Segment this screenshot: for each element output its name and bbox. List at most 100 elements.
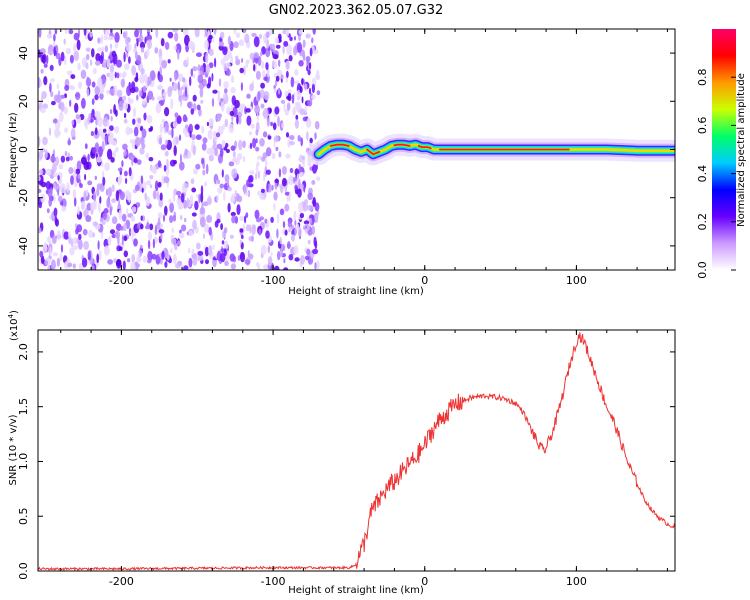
noise-speck [87, 250, 92, 261]
noise-speck [293, 210, 297, 221]
noise-speck [111, 198, 117, 203]
noise-speck [267, 256, 273, 267]
noise-speck [167, 31, 174, 39]
noise-speck [93, 191, 97, 202]
noise-speck [259, 195, 265, 200]
noise-speck [66, 70, 72, 75]
noise-speck [147, 250, 153, 262]
noise-speck [182, 114, 187, 123]
noise-speck [226, 181, 230, 187]
noise-speck [64, 127, 69, 133]
noise-speck [205, 259, 209, 265]
noise-speck [98, 146, 103, 158]
noise-speck [281, 75, 285, 80]
noise-speck [77, 174, 81, 180]
noise-speck [94, 94, 99, 101]
noise-speck [165, 123, 169, 133]
noise-speck [157, 85, 161, 91]
noise-speck [123, 113, 127, 118]
noise-speck [208, 62, 214, 69]
noise-speck [116, 59, 122, 68]
noise-speck [306, 248, 311, 256]
noise-speck [239, 228, 244, 233]
noise-speck [75, 168, 81, 175]
noise-speck [311, 37, 314, 44]
noise-speck [190, 178, 195, 185]
noise-speck [274, 135, 279, 143]
noise-speck [131, 65, 137, 76]
noise-speck [222, 93, 226, 99]
noise-speck [293, 45, 298, 56]
noise-speck [249, 142, 253, 150]
noise-speck [78, 81, 83, 89]
ridge-core-red [393, 143, 411, 147]
noise-speck [256, 155, 263, 160]
noise-speck [259, 89, 265, 99]
snr-ylabel: SNR (10 * v/v) [8, 414, 19, 485]
noise-speck [294, 80, 300, 85]
noise-speck [279, 208, 285, 216]
noise-speck [220, 101, 225, 112]
noise-speck [46, 33, 53, 39]
noise-speck [237, 255, 241, 261]
noise-speck [53, 46, 56, 57]
noise-speck [192, 145, 196, 156]
noise-speck [271, 152, 276, 160]
noise-speck [39, 48, 46, 55]
noise-speck [283, 258, 286, 264]
noise-speck [159, 257, 163, 265]
noise-speck [140, 175, 144, 185]
snr-ytick-label: 2.0 [17, 343, 30, 361]
noise-speck [68, 167, 74, 174]
noise-speck [277, 250, 281, 261]
noise-speck [40, 107, 46, 114]
noise-speck [297, 188, 302, 198]
noise-speck [144, 36, 147, 44]
noise-speck [135, 72, 139, 81]
noise-speck [46, 54, 49, 65]
noise-speck [218, 41, 225, 47]
noise-speck [260, 244, 267, 255]
snr-xlabel: Height of straight line (km) [288, 585, 424, 596]
noise-speck [231, 168, 238, 179]
noise-speck [250, 106, 253, 112]
noise-speck [154, 180, 159, 192]
noise-speck [70, 74, 76, 80]
noise-speck [56, 94, 62, 104]
noise-speck [253, 63, 256, 72]
noise-speck [149, 184, 153, 189]
noise-speck [109, 64, 115, 74]
noise-speck [231, 114, 234, 122]
noise-speck [64, 29, 68, 35]
noise-speck [307, 69, 311, 76]
snr-ytick-label: 1.5 [17, 398, 30, 416]
noise-speck [243, 65, 246, 76]
noise-speck [140, 215, 143, 221]
noise-speck [222, 46, 228, 56]
noise-speck [314, 132, 317, 140]
noise-speck [241, 58, 244, 63]
noise-speck [306, 65, 309, 72]
noise-speck [230, 86, 236, 94]
noise-speck [125, 177, 128, 184]
noise-speck [282, 45, 285, 55]
noise-speck [106, 72, 110, 78]
noise-speck [155, 29, 159, 39]
noise-speck [206, 121, 209, 127]
noise-speck [191, 212, 197, 217]
noise-speck [38, 29, 42, 38]
noise-speck [110, 115, 113, 122]
noise-speck [160, 144, 167, 151]
noise-speck [294, 220, 297, 226]
noise-speck [127, 56, 131, 64]
noise-speck [111, 233, 116, 239]
noise-speck [192, 66, 198, 72]
noise-speck [59, 252, 63, 262]
noise-speck [223, 190, 226, 202]
noise-speck [149, 125, 154, 132]
noise-speck [288, 55, 293, 62]
noise-speck [144, 192, 147, 201]
noise-speck [202, 137, 208, 144]
noise-speck [212, 89, 218, 94]
noise-speck [45, 180, 51, 190]
